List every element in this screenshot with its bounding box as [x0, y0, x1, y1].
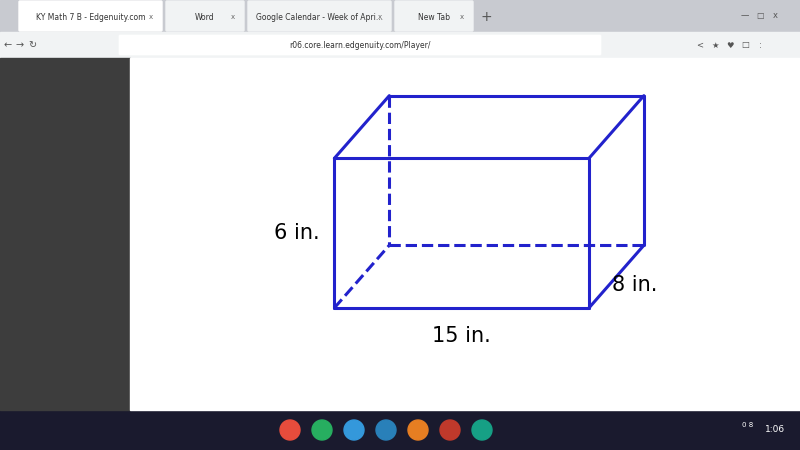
Text: x: x	[773, 12, 778, 21]
FancyBboxPatch shape	[166, 1, 244, 31]
Bar	[130, 58, 800, 410]
FancyBboxPatch shape	[395, 1, 473, 31]
Text: x: x	[149, 14, 153, 20]
Text: ↻: ↻	[28, 40, 36, 50]
FancyBboxPatch shape	[119, 35, 601, 55]
Text: □: □	[741, 40, 749, 50]
Circle shape	[440, 420, 460, 440]
Text: KY Math 7 B - Edgenuity.com: KY Math 7 B - Edgenuity.com	[36, 13, 146, 22]
Text: ♥: ♥	[726, 40, 734, 50]
Text: ←: ←	[4, 40, 12, 50]
Circle shape	[280, 420, 300, 440]
Text: 8 in.: 8 in.	[612, 274, 657, 295]
Text: x: x	[231, 14, 235, 20]
Text: —: —	[741, 12, 749, 21]
Text: New Tab: New Tab	[418, 13, 450, 22]
Text: ☐: ☐	[756, 12, 764, 21]
Text: ★: ★	[711, 40, 718, 50]
Text: r06.core.learn.edgenuity.com/Player/: r06.core.learn.edgenuity.com/Player/	[290, 40, 430, 50]
Circle shape	[344, 420, 364, 440]
FancyBboxPatch shape	[19, 1, 162, 31]
Circle shape	[376, 420, 396, 440]
Bar	[0, 410, 800, 450]
Text: 15 in.: 15 in.	[432, 326, 491, 346]
Bar	[0, 58, 130, 410]
Text: x: x	[378, 14, 382, 20]
Circle shape	[472, 420, 492, 440]
Text: +: +	[480, 10, 492, 24]
Circle shape	[312, 420, 332, 440]
Bar	[0, 32, 800, 58]
Text: <: <	[697, 40, 703, 50]
Text: 1:06: 1:06	[765, 426, 785, 435]
Text: x: x	[460, 14, 464, 20]
Text: Google Calendar - Week of Apri...: Google Calendar - Week of Apri...	[256, 13, 383, 22]
FancyBboxPatch shape	[248, 1, 391, 31]
Text: :: :	[758, 40, 762, 50]
Text: 0 8: 0 8	[742, 422, 754, 428]
Text: 6 in.: 6 in.	[274, 223, 319, 243]
Text: Word: Word	[195, 13, 215, 22]
Bar	[0, 0, 800, 32]
Circle shape	[408, 420, 428, 440]
Text: →: →	[16, 40, 24, 50]
